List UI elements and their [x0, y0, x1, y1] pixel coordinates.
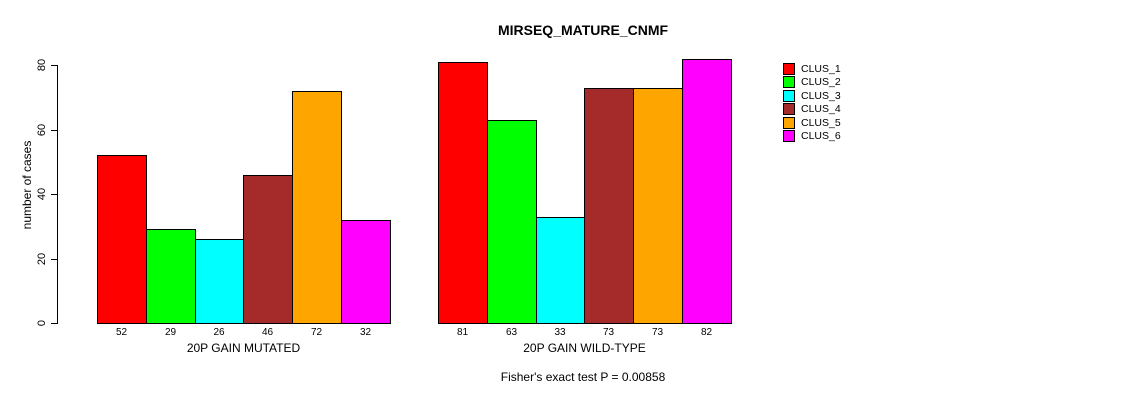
legend-item: CLUS_6 — [783, 130, 841, 144]
bar-value-label: 32 — [359, 327, 372, 338]
legend-label: CLUS_3 — [801, 89, 841, 102]
bar-value-label: 33 — [554, 327, 566, 338]
bar-value-label: 52 — [115, 327, 128, 338]
x-group-label: 20P GAIN WILD-TYPE — [523, 341, 646, 355]
chart-title: MIRSEQ_MATURE_CNMF — [497, 22, 669, 38]
legend-item: CLUS_3 — [783, 89, 841, 103]
bar-clus_3 — [536, 217, 585, 324]
bar-clus_6 — [682, 59, 732, 324]
legend-label: CLUS_5 — [801, 116, 841, 129]
y-tick-label: 40 — [36, 187, 48, 201]
x-group-label: 20P GAIN MUTATED — [186, 341, 301, 355]
y-tick — [51, 259, 57, 260]
bar-value-label: 29 — [164, 327, 177, 338]
y-tick-label: 20 — [36, 252, 48, 266]
bar-value-label: 82 — [700, 327, 713, 338]
y-tick — [51, 65, 57, 66]
y-tick-label: 60 — [36, 123, 48, 137]
bar-clus_5 — [633, 88, 683, 324]
y-tick — [51, 323, 57, 324]
y-tick — [51, 130, 57, 131]
legend-item: CLUS_5 — [783, 116, 841, 130]
y-tick-label: 80 — [36, 58, 48, 72]
bar-clus_1 — [438, 62, 488, 324]
bar-value-label: 73 — [602, 327, 615, 338]
bar-clus_4 — [243, 175, 293, 324]
legend-label: CLUS_4 — [801, 103, 841, 116]
y-axis-label: number of cases — [20, 140, 34, 230]
legend-color-swatch — [783, 130, 795, 143]
fisher-test-note: Fisher's exact test P = 0.00858 — [500, 370, 666, 384]
bar-value-label: 72 — [310, 327, 323, 338]
bar-value-label: 26 — [213, 327, 225, 338]
legend-item: CLUS_1 — [783, 62, 841, 76]
bar-value-label: 46 — [261, 327, 274, 338]
bar-clus_2 — [146, 229, 196, 324]
legend-color-swatch — [783, 89, 795, 102]
legend-item: CLUS_2 — [783, 76, 841, 90]
legend-label: CLUS_1 — [801, 62, 841, 75]
bar-clus_3 — [195, 239, 244, 324]
legend-color-swatch — [783, 62, 795, 75]
legend-color-swatch — [783, 76, 795, 89]
bar-value-label: 73 — [651, 327, 664, 338]
legend-label: CLUS_6 — [801, 130, 841, 143]
bar-value-label: 81 — [456, 327, 469, 338]
y-axis — [57, 65, 58, 324]
bar-clus_5 — [292, 91, 342, 324]
legend-color-swatch — [783, 103, 795, 116]
legend: CLUS_1 CLUS_2 CLUS_3 CLUS_4 CLUS_5 CLUS_6 — [783, 62, 841, 143]
bar-clus_2 — [487, 120, 537, 324]
y-tick — [51, 194, 57, 195]
bar-value-label: 63 — [505, 327, 518, 338]
legend-label: CLUS_2 — [801, 76, 841, 89]
legend-item: CLUS_4 — [783, 103, 841, 117]
y-tick-label: 0 — [36, 319, 48, 327]
legend-color-swatch — [783, 116, 795, 129]
bar-clus_4 — [584, 88, 634, 324]
bar-clus_1 — [97, 155, 147, 324]
bar-clus_6 — [341, 220, 391, 324]
